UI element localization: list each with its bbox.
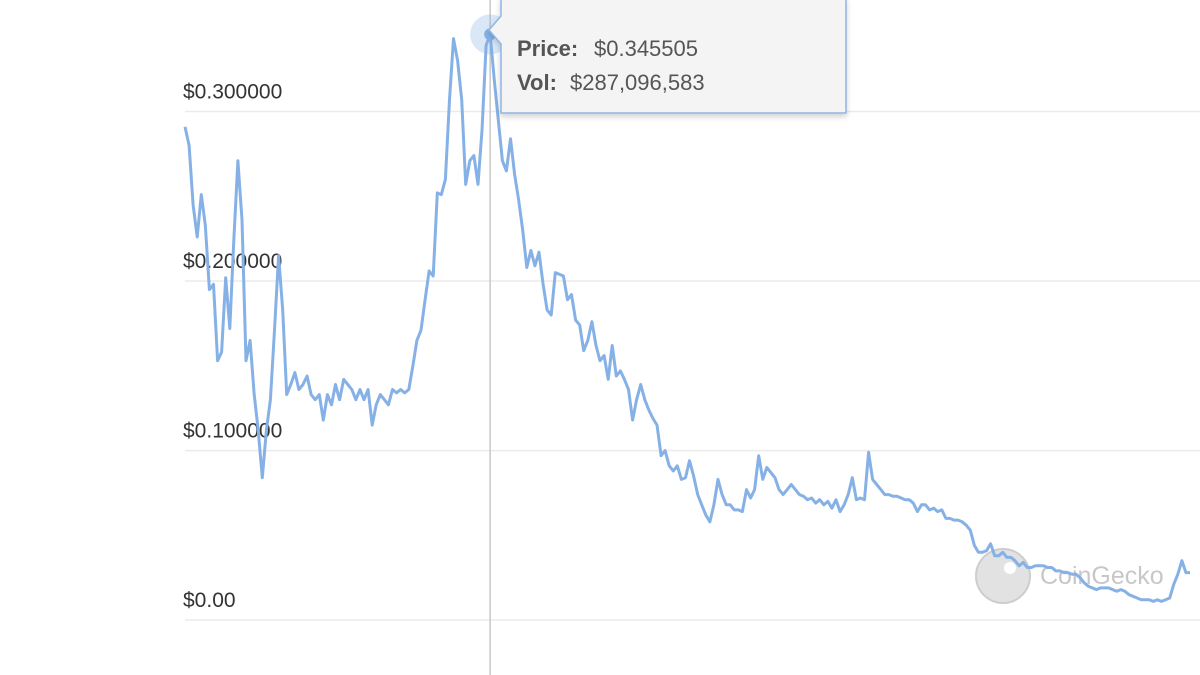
watermark: CoinGecko — [975, 548, 1164, 604]
y-tick-label: $0.00 — [183, 589, 236, 612]
price-line — [183, 32, 1190, 603]
tooltip-price: $0.345505 — [594, 36, 698, 61]
y-tick-label: $0.300000 — [183, 81, 282, 104]
tooltip-price-label: Price: — [517, 36, 578, 61]
watermark-text: CoinGecko — [1040, 562, 1164, 590]
tooltip-vol-label: Vol: — [517, 70, 557, 95]
tooltip-vol: $287,096,583 — [570, 70, 705, 95]
tooltip: Price: $0.345505 Vol: $287,096,583 — [488, 0, 847, 114]
